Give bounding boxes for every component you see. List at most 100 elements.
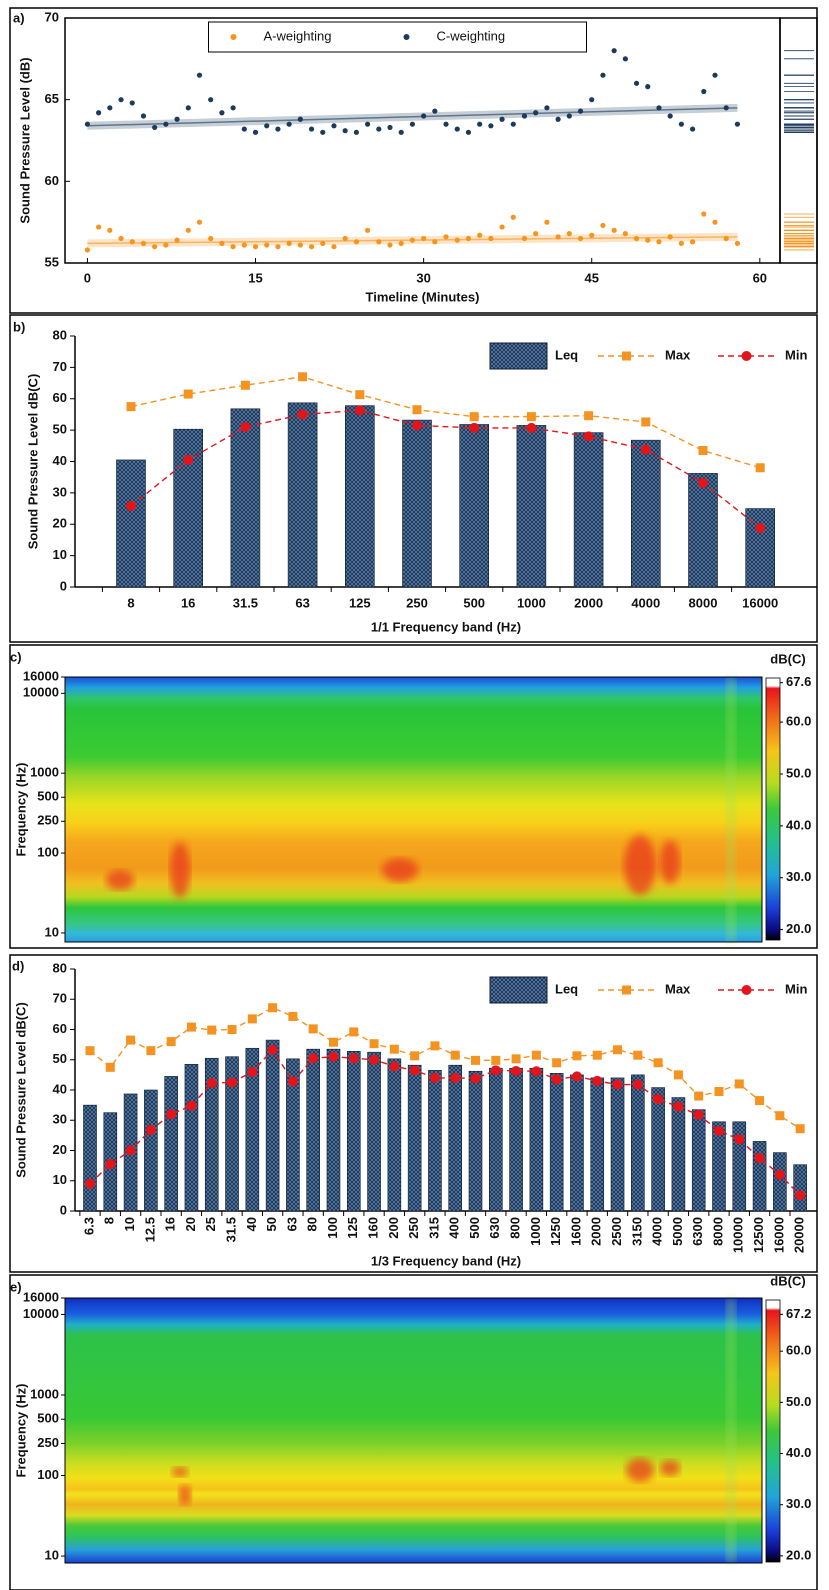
x-tick-label: 4000 [631,595,660,610]
point [734,240,741,246]
bar [230,408,261,588]
hotspot [660,840,680,884]
bar [265,1039,280,1212]
bar [245,1047,260,1212]
point [689,239,696,245]
panel-frame [9,1274,818,1590]
legend-swatch [489,976,548,1004]
marker [526,412,536,422]
point [174,116,180,122]
y-axis-label: Sound Pressure Level dB(C) [25,374,40,550]
legend-label: Min [785,981,807,996]
marker [267,1044,278,1055]
bar [346,1050,361,1212]
panel-frame [9,644,818,949]
marker [146,1046,156,1056]
colorbar-tick-label: 30.0 [786,1496,811,1511]
point [208,97,214,103]
x-tick-label: 15 [248,270,262,285]
bar [630,439,661,588]
marker [240,421,251,432]
point [185,105,191,111]
point [297,116,303,122]
marker [469,412,479,422]
x-tick-label: 31.5 [233,595,258,610]
y-tick-label: 40 [53,1081,67,1096]
marker [287,1076,298,1087]
x-axis-label: 1/3 Frequency band (Hz) [371,1253,521,1268]
marker [389,1061,400,1072]
x-tick-label: 160 [365,1217,380,1239]
x-tick-label: 16 [181,595,195,610]
y-tick-label: 10 [53,547,67,562]
point [308,126,315,132]
marker [355,390,365,400]
marker [673,1101,684,1112]
spectrogram [65,677,762,942]
x-tick-label: 31.5 [223,1217,238,1242]
y-tick-label: 0 [60,1202,67,1217]
point [622,56,628,62]
bar [752,1141,767,1212]
point [84,247,91,253]
x-tick-label: 3150 [629,1217,644,1246]
point [723,235,729,242]
colorbar-tick-label: 50.0 [786,765,811,780]
x-tick-label: 80 [305,1217,320,1231]
x-tick-label: 20000 [792,1217,807,1253]
point [376,239,382,245]
x-tick-label: 2500 [609,1217,624,1246]
y-tick-label: 50 [53,422,67,437]
marker [409,1065,420,1076]
point [645,84,651,90]
marker [713,1125,724,1136]
bar [529,1067,544,1212]
x-tick-label: 16000 [742,595,778,610]
bar [549,1073,564,1212]
point [230,105,236,111]
marker [613,1045,623,1055]
point [118,97,124,103]
y-tick-label: 16000 [23,1289,59,1304]
panel-frame [9,7,818,314]
legend-label: Max [665,981,691,996]
marker [308,1024,318,1034]
legend-label: A-weighting [264,28,332,43]
marker [410,1051,420,1061]
bar [204,1057,219,1212]
x-tick-label: 400 [447,1217,462,1239]
y-tick-label: 250 [37,1435,59,1450]
point [600,72,606,78]
legend-marker [741,351,752,361]
point [633,80,640,86]
x-tick-label: 6.3 [81,1217,96,1235]
marker [288,1011,298,1021]
marker [774,1169,785,1180]
point [230,244,236,250]
colorbar [765,677,781,941]
bar [570,1074,584,1212]
legend-marker [622,985,631,995]
x-tick-label: 5000 [670,1217,685,1246]
point [465,235,472,242]
point [600,222,606,229]
marker [183,389,193,399]
point [152,124,158,131]
x-tick-label: 20 [183,1217,198,1231]
point [409,237,416,243]
legend-marker [741,985,752,995]
marker [592,1075,603,1086]
bar [671,1097,686,1212]
point [398,240,404,246]
point [275,126,281,132]
point [432,239,438,245]
marker [183,454,194,465]
point [387,124,393,131]
colorbar [765,1299,781,1563]
x-tick-label: 25 [203,1217,218,1231]
marker [450,1050,460,1060]
marker [531,1050,541,1060]
marker [592,1050,602,1060]
x-tick-label: 10000 [731,1217,746,1253]
marker [551,1074,562,1085]
